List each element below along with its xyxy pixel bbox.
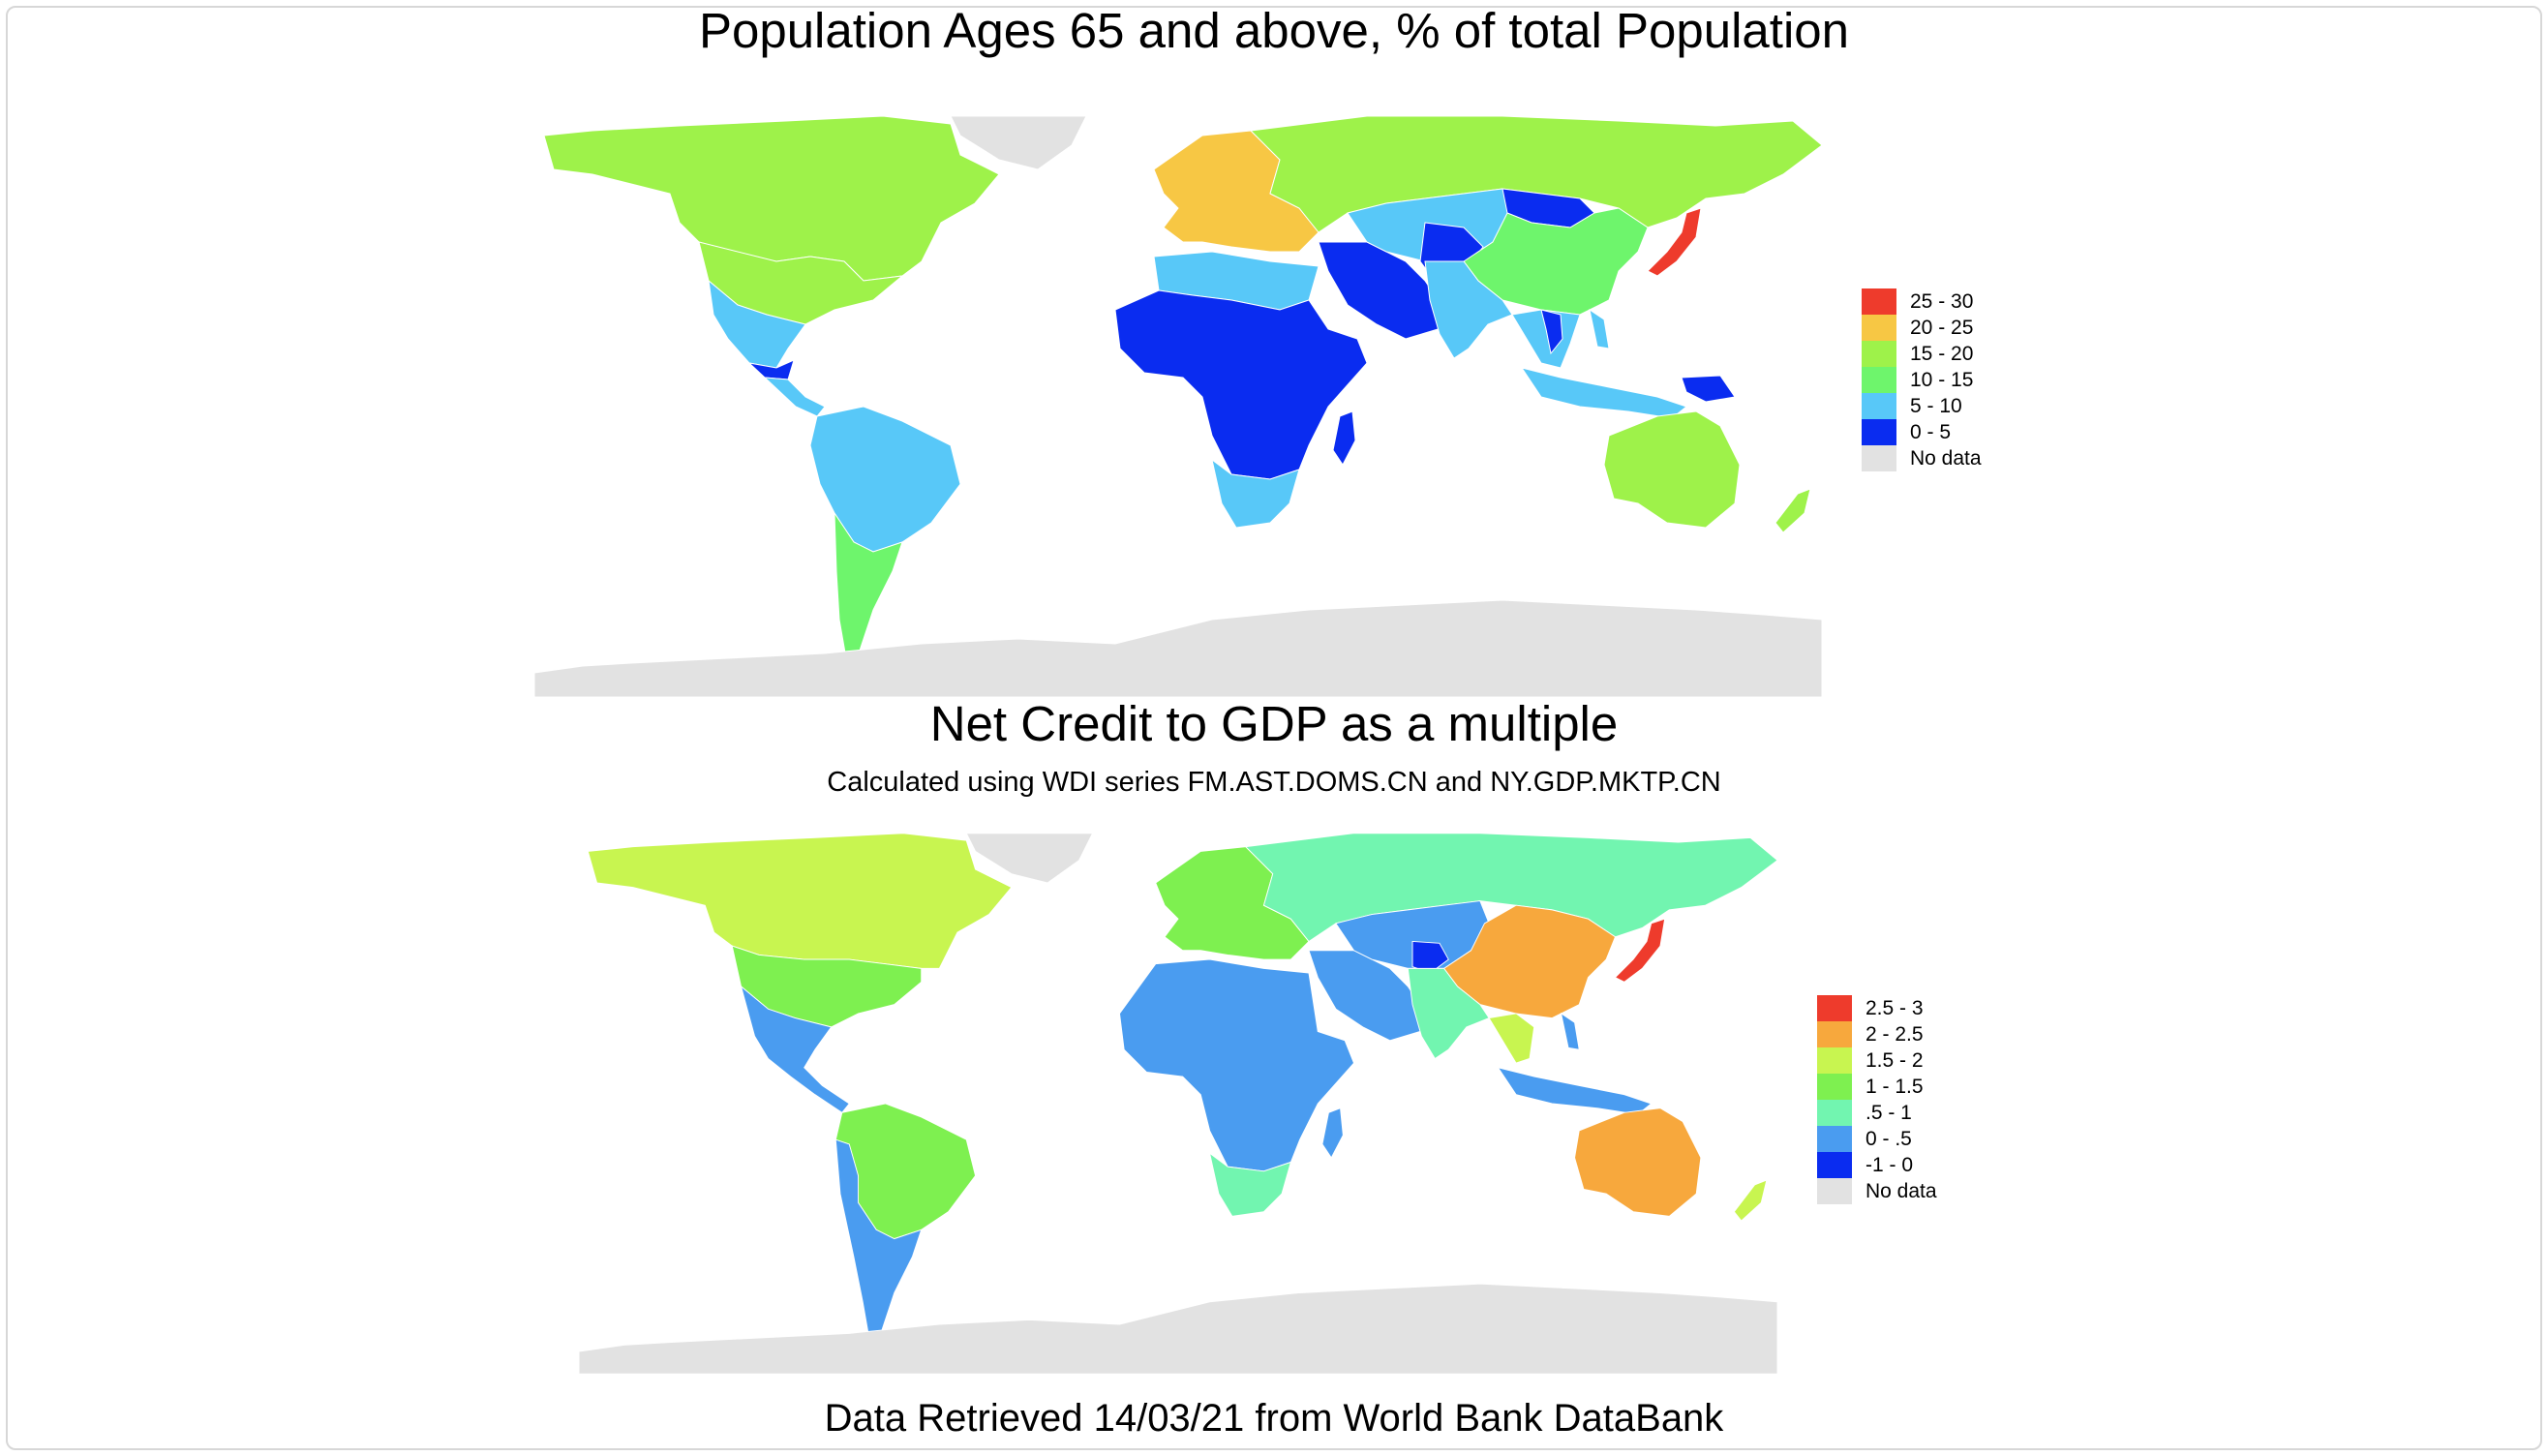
- region-central-america: [740, 985, 850, 1113]
- legend-item: 2 - 2.5: [1817, 1021, 1937, 1047]
- legend-label: No data: [1910, 446, 1982, 470]
- legend-label: 25 - 30: [1910, 289, 1974, 313]
- legend-item: 20 - 25: [1862, 315, 1982, 341]
- legend-item: -1 - 0: [1817, 1152, 1937, 1178]
- region-southeast-asia: [1497, 1067, 1653, 1115]
- region-new-zealand: [1774, 488, 1811, 533]
- legend-swatch: [1862, 315, 1896, 341]
- legend-swatch: [1862, 445, 1896, 471]
- legend-label: 10 - 15: [1910, 368, 1974, 391]
- region-new-zealand: [1733, 1179, 1768, 1222]
- legend-swatch: [1862, 393, 1896, 419]
- figure-frame: [6, 6, 2542, 1450]
- region-canada: [587, 833, 1013, 969]
- map1-world-map: [534, 116, 1822, 697]
- legend-item: 0 - 5: [1862, 419, 1982, 445]
- region-madagascar: [1321, 1107, 1344, 1159]
- legend-swatch: [1862, 419, 1896, 445]
- region-canada: [1488, 1013, 1535, 1064]
- region-sub-saharan-africa: [1114, 289, 1368, 480]
- region-guatemala: [747, 359, 795, 380]
- region-madagascar: [1332, 410, 1356, 466]
- map1-title: Population Ages 65 and above, % of total…: [698, 3, 1850, 58]
- legend-label: 20 - 25: [1910, 316, 1974, 339]
- region-southern-africa: [1208, 1152, 1292, 1217]
- legend-label: 1.5 - 2: [1866, 1048, 1924, 1072]
- legend-label: 1 - 1.5: [1866, 1075, 1924, 1098]
- map2-title: Net Credit to GDP as a multiple: [929, 696, 1619, 751]
- region-china: [1463, 207, 1649, 316]
- legend-swatch: [1817, 1178, 1852, 1204]
- region-south-america: [809, 406, 961, 553]
- region-antarctica: [534, 599, 1822, 697]
- region-southeast-asia: [1560, 1012, 1580, 1050]
- legend-label: 2.5 - 3: [1866, 996, 1924, 1019]
- legend-item: 2.5 - 3: [1817, 995, 1937, 1021]
- region-southeast-asia: [1589, 308, 1610, 349]
- region-antarctica: [579, 1283, 1777, 1375]
- legend-label: 0 - .5: [1866, 1127, 1912, 1150]
- legend-swatch: [1817, 1126, 1852, 1152]
- legend-swatch: [1862, 367, 1896, 393]
- map2-world-map: [579, 833, 1777, 1375]
- legend-item: 25 - 30: [1862, 288, 1982, 315]
- region-north-america: [543, 116, 1000, 282]
- region-japan: [1614, 918, 1666, 983]
- legend-item: 0 - .5: [1817, 1126, 1937, 1152]
- region-southern-africa: [1211, 458, 1300, 529]
- legend-item: .5 - 1: [1817, 1100, 1937, 1126]
- legend-item: No data: [1862, 445, 1982, 471]
- region-southeast-asia: [1520, 367, 1688, 419]
- region-china: [1442, 904, 1617, 1019]
- region-south-asia: [1407, 967, 1490, 1060]
- region-australia: [1574, 1107, 1702, 1217]
- map2-subtitle: Calculated using WDI series FM.AST.DOMS.…: [827, 767, 1721, 798]
- legend-swatch: [1862, 341, 1896, 367]
- legend-item: 10 - 15: [1862, 367, 1982, 393]
- region-southeast-asia: [1511, 309, 1581, 369]
- region-australia: [1603, 410, 1741, 529]
- legend-swatch: [1817, 1100, 1852, 1126]
- legend-swatch: [1817, 1074, 1852, 1100]
- legend-label: No data: [1866, 1179, 1937, 1202]
- region-central-america: [708, 279, 806, 369]
- legend-label: .5 - 1: [1866, 1101, 1912, 1124]
- legend-item: 15 - 20: [1862, 341, 1982, 367]
- region-japan: [1647, 207, 1702, 277]
- region-papua-new-guinea: [1681, 375, 1736, 403]
- legend-swatch: [1862, 288, 1896, 315]
- legend-label: 0 - 5: [1910, 420, 1952, 443]
- legend-label: 5 - 10: [1910, 394, 1962, 417]
- legend-swatch: [1817, 995, 1852, 1021]
- legend-label: 2 - 2.5: [1866, 1022, 1924, 1046]
- region-central-america: [763, 377, 826, 417]
- legend-swatch: [1817, 1152, 1852, 1178]
- legend-item: 1 - 1.5: [1817, 1074, 1937, 1100]
- map2-legend: 2.5 - 3 2 - 2.5 1.5 - 2 1 - 1.5 .5 - 1 0 - .5…: [1817, 995, 1937, 1204]
- legend-swatch: [1817, 1047, 1852, 1074]
- region-arabia: [1540, 309, 1563, 355]
- region-greenland: [965, 833, 1094, 884]
- region-afghanistan: [1411, 940, 1449, 974]
- legend-label: -1 - 0: [1866, 1153, 1914, 1176]
- region-south-asia: [1424, 260, 1513, 359]
- legend-swatch: [1817, 1021, 1852, 1047]
- legend-item: 5 - 10: [1862, 393, 1982, 419]
- legend-label: 15 - 20: [1910, 342, 1974, 365]
- region-southern-cone: [834, 511, 903, 659]
- region-greenland: [950, 116, 1087, 170]
- legend-item: No data: [1817, 1178, 1937, 1204]
- region-africa: [1119, 958, 1355, 1172]
- map1-legend: 25 - 30 20 - 25 15 - 20 10 - 15 5 - 10 0 - 5 N…: [1862, 288, 1982, 471]
- region-southern-cone: [834, 1138, 923, 1339]
- source-footer: Data Retrieved 14/03/21 from World Bank …: [824, 1397, 1724, 1440]
- legend-item: 1.5 - 2: [1817, 1047, 1937, 1074]
